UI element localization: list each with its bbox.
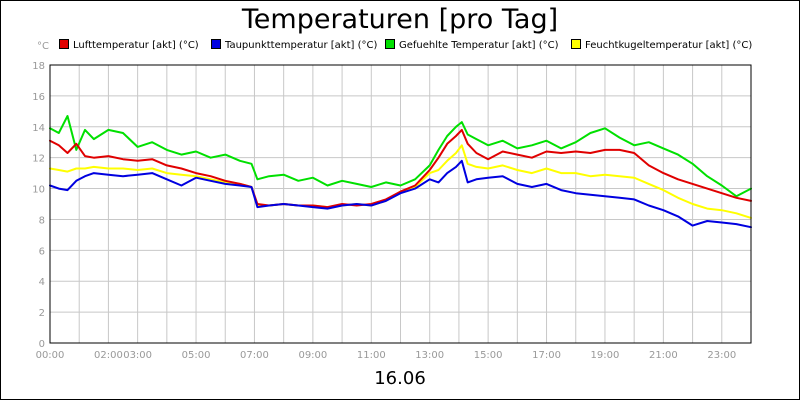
series-line-0 (49, 128, 752, 209)
legend-item-gefuehlte-temperatur: Gefuehlte Temperatur [akt] (°C) (385, 38, 558, 54)
y-tick-label: 8 (39, 215, 45, 226)
legend-swatch-feuchtkugeltemperatur (571, 39, 581, 49)
legend-swatch-taupunkttemperatur (211, 39, 221, 49)
y-tick-label: 16 (32, 92, 45, 103)
y-tick-label: 6 (39, 246, 45, 257)
x-tick-label: 21:00 (649, 350, 678, 361)
x-tick-label: 23:00 (707, 350, 736, 361)
chart-title: Temperaturen [pro Tag] (241, 4, 559, 35)
x-tick-label: 13:00 (415, 350, 444, 361)
x-tick-label: 15:00 (474, 350, 503, 361)
legend-swatch-gefuehlte-temperatur (385, 39, 395, 49)
x-tick-label: 11:00 (357, 350, 386, 361)
x-tick-label: 03:00 (123, 350, 152, 361)
legend-swatch-lufttemperatur (59, 39, 69, 49)
legend: Lufttemperatur [akt] (°C) Taupunkttemper… (1, 38, 799, 54)
y-tick-label: 10 (32, 185, 45, 196)
x-tick-label: 17:00 (532, 350, 561, 361)
y-tick-label: 14 (32, 123, 45, 134)
legend-item-taupunkttemperatur: Taupunkttemperatur [akt] (°C) (211, 38, 377, 54)
legend-label-taupunkttemperatur: Taupunkttemperatur [akt] (°C) (225, 40, 378, 51)
y-tick-label: 0 (39, 339, 45, 350)
legend-label-gefuehlte-temperatur: Gefuehlte Temperatur [akt] (°C) (399, 40, 559, 51)
y-tick-label: 2 (39, 308, 45, 319)
x-tick-label: 09:00 (298, 350, 327, 361)
series-line-2 (49, 115, 752, 198)
x-tick-label: 02:00 (94, 350, 123, 361)
y-tick-label: 12 (32, 154, 45, 165)
x-tick-label: 19:00 (591, 350, 620, 361)
x-tick-label: 00:00 (36, 350, 65, 361)
plot-border (49, 64, 752, 344)
legend-label-feuchtkugeltemperatur: Feuchtkugeltemperatur [akt] (°C) (585, 40, 753, 51)
legend-item-lufttemperatur: Lufttemperatur [akt] (°C) (59, 38, 199, 54)
x-axis-date-label: 16.06 (374, 368, 426, 389)
x-tick-label: 07:00 (240, 350, 269, 361)
legend-label-lufttemperatur: Lufttemperatur [akt] (°C) (73, 40, 199, 51)
legend-item-feuchtkugeltemperatur: Feuchtkugeltemperatur [akt] (°C) (571, 38, 752, 54)
y-tick-label: 4 (39, 277, 45, 288)
series-line-1 (49, 159, 752, 229)
y-axis-unit-label: °C (37, 41, 49, 52)
y-tick-label: 18 (32, 61, 45, 72)
x-tick-label: 05:00 (182, 350, 211, 361)
